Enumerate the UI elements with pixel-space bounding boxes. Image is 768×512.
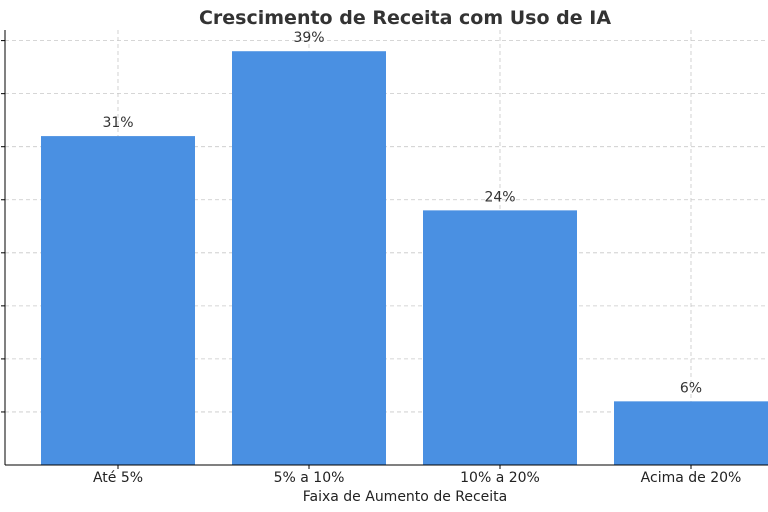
bar (232, 51, 386, 465)
data-labels-layer: 31% 39% 24% 6% (102, 30, 702, 396)
bar-value-label: 6% (680, 380, 702, 396)
x-tick-label: Acima de 20% (641, 470, 742, 486)
bar-value-label: 39% (293, 30, 324, 46)
x-tick-label: 10% a 20% (460, 470, 540, 486)
y-ticks-layer (1, 40, 5, 413)
x-tick-label: Até 5% (93, 470, 143, 486)
chart-title: Crescimento de Receita com Uso de IA (199, 7, 611, 29)
bars-layer (41, 51, 768, 465)
bar (614, 401, 768, 465)
bar-value-label: 31% (102, 115, 133, 131)
x-axis-label: Faixa de Aumento de Receita (303, 489, 508, 505)
x-tick-label: 5% a 10% (274, 470, 345, 486)
bar (41, 136, 195, 465)
x-tick-labels-layer: Até 5% 5% a 10% 10% a 20% Acima de 20% (93, 465, 741, 486)
bar-value-label: 24% (484, 189, 515, 205)
bar (423, 210, 577, 465)
